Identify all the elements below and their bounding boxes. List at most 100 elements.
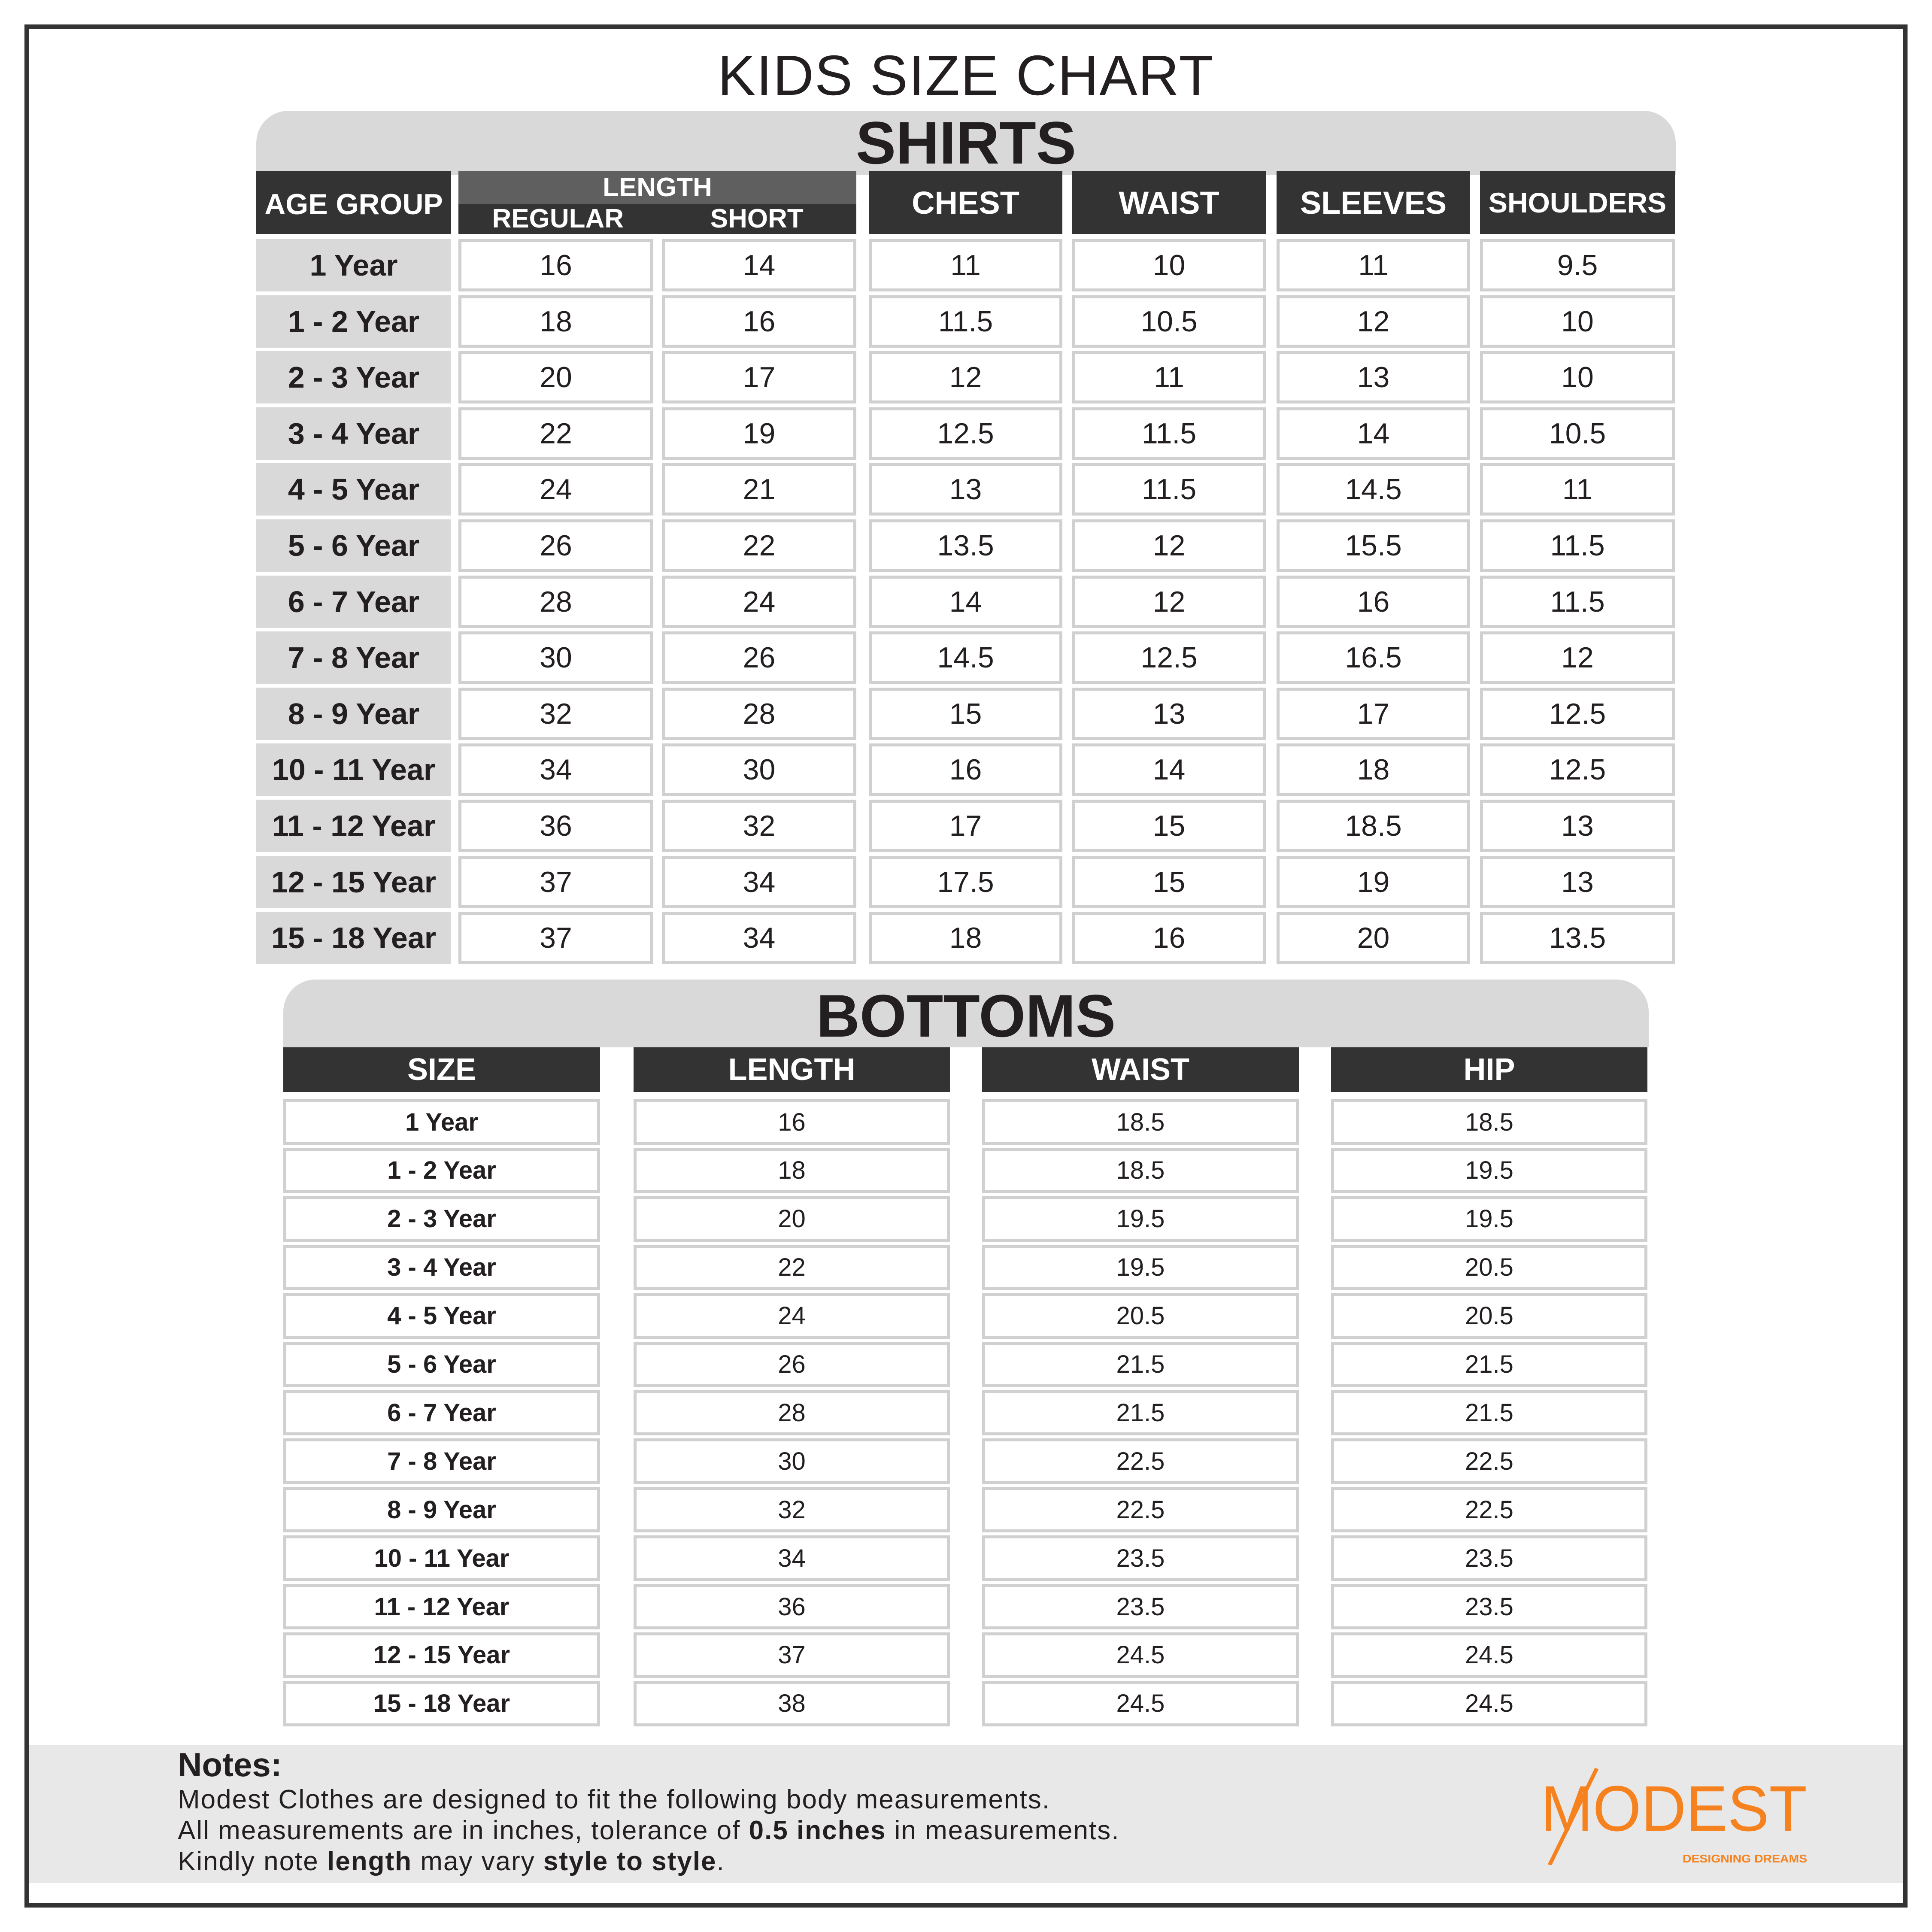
cell-waist: 22.5	[982, 1438, 1299, 1484]
cell-age-group: 1 Year	[256, 239, 451, 291]
header-length: LENGTH	[458, 171, 856, 204]
cell-sleeves: 15.5	[1277, 519, 1470, 572]
cell-size: 7 - 8 Year	[283, 1438, 600, 1484]
cell-shoulders: 11	[1480, 463, 1675, 516]
cell-chest: 11	[869, 239, 1062, 291]
cell-hip: 23.5	[1331, 1584, 1647, 1629]
cell-waist: 21.5	[982, 1390, 1299, 1436]
cell-waist: 14	[1072, 743, 1266, 796]
cell-waist: 12	[1072, 575, 1266, 628]
cell-sleeves: 18	[1277, 743, 1470, 796]
cell-age-group: 11 - 12 Year	[256, 800, 451, 852]
shirts-heading: SHIRTS	[855, 109, 1077, 176]
cell-hip: 21.5	[1331, 1341, 1647, 1387]
cell-chest: 17	[869, 800, 1062, 852]
cell-chest: 12	[869, 351, 1062, 404]
cell-sleeves: 20	[1277, 912, 1470, 964]
cell-length-regular: 34	[458, 743, 653, 796]
cell-age-group: 8 - 9 Year	[256, 687, 451, 740]
notes-text: in measurements.	[886, 1816, 1120, 1845]
cell-length: 36	[634, 1584, 950, 1629]
cell-size: 2 - 3 Year	[283, 1196, 600, 1242]
cell-waist: 13	[1072, 687, 1266, 740]
cell-length-regular: 22	[458, 407, 653, 460]
cell-hip: 19.5	[1331, 1196, 1647, 1242]
cell-waist: 10	[1072, 239, 1266, 291]
cell-shoulders: 13.5	[1480, 912, 1675, 964]
cell-chest: 17.5	[869, 855, 1062, 908]
cell-shoulders: 12.5	[1480, 743, 1675, 796]
cell-size: 15 - 18 Year	[283, 1680, 600, 1726]
cell-length-regular: 36	[458, 800, 653, 852]
cell-waist: 11.5	[1072, 463, 1266, 516]
page-title: KIDS SIZE CHART	[717, 44, 1215, 107]
cell-waist: 12.5	[1072, 631, 1266, 684]
header-age-group: AGE GROUP	[256, 171, 451, 234]
cell-size: 4 - 5 Year	[283, 1293, 600, 1339]
cell-length: 38	[634, 1680, 950, 1726]
cell-chest: 12.5	[869, 407, 1062, 460]
cell-length: 30	[634, 1438, 950, 1484]
notes-line-2: All measurements are in inches, toleranc…	[178, 1817, 1119, 1845]
cell-length-short: 34	[662, 855, 856, 908]
cell-waist: 19.5	[982, 1244, 1299, 1290]
cell-chest: 13.5	[869, 519, 1062, 572]
header-waist: WAIST	[1072, 171, 1266, 234]
cell-waist: 20.5	[982, 1293, 1299, 1339]
shirts-banner: SHIRTS	[256, 111, 1676, 175]
cell-sleeves: 19	[1277, 855, 1470, 908]
cell-age-group: 12 - 15 Year	[256, 855, 451, 908]
page-border	[24, 24, 1908, 1908]
cell-waist: 18.5	[982, 1099, 1299, 1145]
cell-length-regular: 28	[458, 575, 653, 628]
cell-length-regular: 30	[458, 631, 653, 684]
cell-age-group: 6 - 7 Year	[256, 575, 451, 628]
cell-age-group: 10 - 11 Year	[256, 743, 451, 796]
cell-sleeves: 14.5	[1277, 463, 1470, 516]
cell-length-regular: 37	[458, 855, 653, 908]
cell-shoulders: 9.5	[1480, 239, 1675, 291]
notes-text: All measurements are in inches, toleranc…	[178, 1816, 749, 1845]
cell-chest: 11.5	[869, 295, 1062, 348]
cell-length: 24	[634, 1293, 950, 1339]
cell-hip: 23.5	[1331, 1535, 1647, 1581]
header-length-group: LENGTH REGULAR SHORT	[458, 171, 856, 234]
cell-hip: 21.5	[1331, 1390, 1647, 1436]
cell-waist: 11	[1072, 351, 1266, 404]
cell-age-group: 7 - 8 Year	[256, 631, 451, 684]
cell-shoulders: 11.5	[1480, 519, 1675, 572]
cell-length: 16	[634, 1099, 950, 1145]
cell-length-short: 16	[662, 295, 856, 348]
cell-chest: 16	[869, 743, 1062, 796]
cell-waist: 22.5	[982, 1487, 1299, 1533]
cell-size: 1 - 2 Year	[283, 1147, 600, 1193]
cell-length: 26	[634, 1341, 950, 1387]
cell-size: 12 - 15 Year	[283, 1632, 600, 1678]
cell-length: 34	[634, 1535, 950, 1581]
cell-size: 10 - 11 Year	[283, 1535, 600, 1581]
cell-size: 6 - 7 Year	[283, 1390, 600, 1436]
cell-sleeves: 11	[1277, 239, 1470, 291]
cell-length: 20	[634, 1196, 950, 1242]
cell-waist: 12	[1072, 519, 1266, 572]
cell-length-regular: 37	[458, 912, 653, 964]
cell-sleeves: 18.5	[1277, 800, 1470, 852]
cell-length-short: 17	[662, 351, 856, 404]
cell-hip: 22.5	[1331, 1438, 1647, 1484]
cell-length-short: 22	[662, 519, 856, 572]
cell-waist: 18.5	[982, 1147, 1299, 1193]
svg-text:DESIGNING DREAMS: DESIGNING DREAMS	[1683, 1852, 1807, 1865]
cell-waist: 16	[1072, 912, 1266, 964]
cell-age-group: 2 - 3 Year	[256, 351, 451, 404]
header-chest: CHEST	[869, 171, 1062, 234]
header-size: SIZE	[283, 1047, 600, 1092]
cell-shoulders: 12	[1480, 631, 1675, 684]
notes-bold: style to style	[543, 1847, 717, 1876]
cell-chest: 13	[869, 463, 1062, 516]
svg-text:MODEST: MODEST	[1541, 1772, 1807, 1844]
cell-shoulders: 13	[1480, 855, 1675, 908]
cell-waist: 15	[1072, 855, 1266, 908]
header-waist: WAIST	[982, 1047, 1299, 1092]
notes-panel	[29, 1745, 1903, 1883]
cell-size: 5 - 6 Year	[283, 1341, 600, 1387]
